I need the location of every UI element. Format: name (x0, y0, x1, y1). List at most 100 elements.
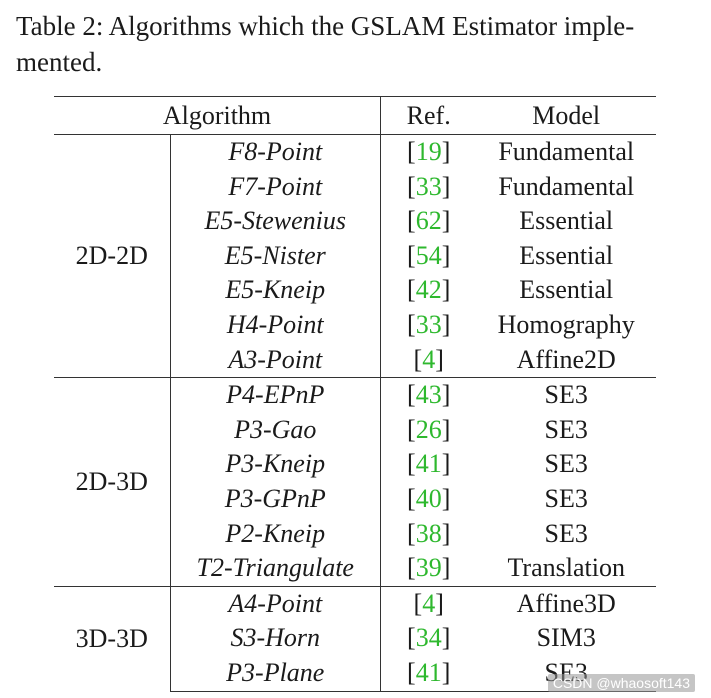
group-label: 2D-3D (54, 377, 171, 587)
ref-cell: [4] (379, 342, 477, 378)
ref-bracket-open: [ (413, 588, 423, 618)
table-row: H4-Point [33] Homography (54, 307, 656, 343)
algorithm-name: E5-Stewenius (169, 204, 381, 239)
ref-cell: [33] (379, 307, 477, 343)
model-name: Essential (519, 275, 614, 305)
algorithm-name: P3-Plane (169, 655, 381, 692)
ref-bracket-close: ] (441, 275, 451, 305)
algorithm-name: T2-Triangulate (169, 551, 381, 587)
ref-bracket-close: ] (441, 309, 451, 339)
ref-link[interactable]: 42 (415, 275, 442, 305)
algorithm-name: A4-Point (169, 585, 381, 622)
ref-link[interactable]: 33 (415, 309, 442, 339)
algorithm-name: H4-Point (169, 307, 381, 343)
ref-link[interactable]: 39 (415, 553, 442, 583)
ref-link[interactable]: 4 (422, 344, 436, 374)
ref-bracket-open: [ (407, 309, 416, 339)
group-label: 3D-3D (54, 585, 171, 691)
ref-cell: [40] (379, 481, 477, 517)
ref-link[interactable]: 26 (415, 414, 442, 444)
algorithm-name: P3-Kneip (169, 447, 381, 482)
ref-link[interactable]: 19 (415, 137, 442, 166)
ref-bracket-open: [ (407, 206, 416, 236)
ref-cell: [43] (379, 377, 477, 413)
algorithm-name: P3-Gao (169, 412, 381, 448)
algorithm-name: P4-EPnP (169, 377, 381, 413)
ref-bracket-close: ] (441, 449, 451, 479)
ref-bracket-close: ] (441, 657, 451, 687)
ref-link[interactable]: 40 (415, 483, 442, 513)
ref-link[interactable]: 43 (415, 380, 442, 410)
table-row: 3D-3D A4-Point [4] Affine3D (54, 585, 656, 691)
ref-link[interactable]: 62 (415, 206, 442, 236)
ref-cell: [41] (379, 447, 477, 482)
ref-link[interactable]: 33 (415, 171, 442, 201)
ref-cell: [19] (379, 133, 477, 170)
ref-cell: [62] (379, 204, 477, 239)
model-name: Essential (519, 206, 614, 236)
model-name: Affine3D (476, 585, 656, 622)
model-name: SE3 (544, 483, 588, 513)
watermark: CSDN @whaosoft143 (547, 674, 695, 692)
ref-link[interactable]: 34 (415, 623, 442, 653)
ref-link[interactable]: 4 (422, 588, 436, 618)
table-row: S3-Horn [34] SIM3 (54, 621, 656, 656)
table-row: F7-Point [33] Fundamental (54, 169, 656, 205)
algorithm-name: P2-Kneip (169, 516, 381, 552)
ref-cell: [33] (379, 169, 477, 205)
header-algorithm: Algorithm (54, 96, 381, 135)
ref-bracket-close: ] (441, 623, 451, 653)
model-name: Fundamental (498, 171, 635, 201)
header-model: Model (476, 96, 656, 135)
ref-bracket-open: [ (407, 240, 416, 270)
header-ref: Ref. (379, 96, 477, 135)
algorithms-table: Algorithm Ref. Model 2D-2D F8-Point [19] Fu… (54, 96, 656, 692)
ref-bracket-close: ] (441, 518, 451, 548)
ref-cell: [4] (379, 585, 477, 622)
ref-bracket-close: ] (441, 483, 451, 513)
algorithm-name: E5-Nister (169, 238, 381, 274)
caption-line-2: mented. (16, 47, 103, 77)
caption-line-1: Table 2: Algorithms which the GSLAM Esti… (16, 11, 635, 41)
table-row: P3-GPnP [40] SE3 (54, 481, 656, 517)
ref-bracket-open: [ (407, 518, 416, 548)
table-row: P3-Gao [26] SE3 (54, 412, 656, 448)
table-row: T2-Triangulate [39] Translation (54, 551, 656, 587)
algorithm-name: A3-Point (169, 342, 381, 378)
ref-bracket-close: ] (441, 553, 451, 583)
table-row: 2D-3D P4-EPnP [43] SE3 (54, 377, 656, 587)
ref-link[interactable]: 41 (415, 657, 442, 687)
ref-cell: [42] (379, 273, 477, 308)
ref-link[interactable]: 41 (415, 449, 442, 479)
ref-bracket-close: ] (441, 171, 451, 201)
table-row: E5-Kneip [42] Essential (54, 273, 656, 308)
table-row: E5-Nister [54] Essential (54, 238, 656, 274)
table-row: 2D-2D F8-Point [19] Fundamental (54, 133, 656, 378)
ref-link[interactable]: 38 (415, 518, 442, 548)
table-caption: Table 2: Algorithms which the GSLAM Esti… (16, 8, 706, 80)
ref-bracket-open: [ (407, 623, 416, 653)
algorithm-name: S3-Horn (169, 621, 381, 656)
model-name: SE3 (544, 449, 588, 479)
algorithm-name: P3-GPnP (169, 481, 381, 517)
ref-bracket-close: ] (435, 588, 444, 618)
ref-bracket-close: ] (441, 380, 451, 410)
ref-bracket-open: [ (407, 380, 416, 410)
group-label: 2D-2D (54, 133, 171, 378)
ref-bracket-open: [ (413, 344, 423, 374)
ref-bracket-close: ] (441, 206, 451, 236)
model-name: SE3 (544, 518, 588, 548)
model-name: Fundamental (476, 133, 656, 170)
ref-link[interactable]: 54 (415, 240, 442, 270)
ref-cell: [39] (379, 551, 477, 587)
model-name: Affine2D (516, 344, 616, 374)
ref-bracket-open: [ (407, 171, 416, 201)
ref-bracket-open: [ (407, 657, 416, 687)
model-name: SE3 (476, 377, 656, 413)
ref-bracket-open: [ (407, 483, 416, 513)
ref-cell: [26] (379, 412, 477, 448)
table-row: E5-Stewenius [62] Essential (54, 204, 656, 239)
model-name: SIM3 (536, 623, 596, 653)
model-name: Translation (507, 553, 625, 583)
model-name: SE3 (544, 414, 588, 444)
